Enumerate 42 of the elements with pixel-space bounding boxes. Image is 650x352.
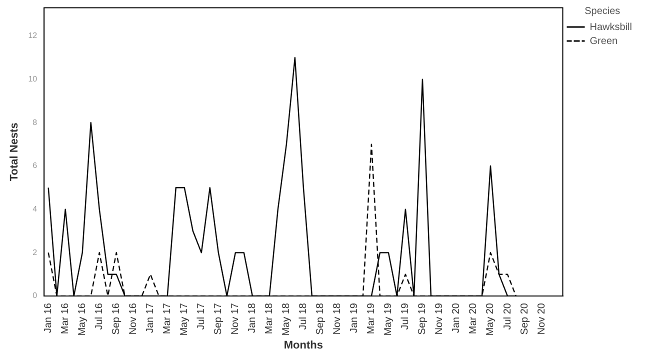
x-tick-label: May 17: [179, 302, 190, 336]
x-tick-label: Jan 16: [43, 302, 54, 334]
x-tick-label: Nov 19: [434, 302, 446, 335]
y-tick-label: 8: [32, 118, 38, 127]
legend-label: Hawksbill: [590, 22, 632, 33]
x-tick-label: May 16: [77, 302, 88, 336]
x-tick-label: Nov 18: [332, 302, 344, 335]
x-tick-label: May 18: [281, 302, 292, 336]
x-tick-label: May 20: [485, 302, 496, 336]
x-tick-label: Jul 20: [502, 302, 514, 330]
x-tick-label: Nov 20: [536, 302, 548, 335]
x-tick-label: Sep 20: [519, 302, 530, 335]
x-tick-label: Jul 16: [94, 302, 106, 330]
x-tick-label: Mar 19: [366, 302, 378, 334]
x-tick-label: Mar 20: [468, 302, 480, 334]
x-tick-label: Nov 16: [128, 302, 140, 335]
x-tick-label: Mar 16: [60, 302, 72, 334]
x-tick-label: Mar 17: [162, 302, 174, 334]
x-tick-label: Sep 16: [111, 302, 122, 335]
x-tick-label: Jan 17: [145, 302, 156, 334]
x-tick-label: Jul 18: [298, 302, 310, 330]
y-tick-label: 2: [32, 248, 38, 257]
x-tick-label: Nov 17: [230, 302, 242, 335]
x-tick-label: Jan 19: [349, 302, 360, 334]
y-tick-label: 10: [28, 74, 38, 84]
legend-title: Species: [584, 6, 620, 17]
x-tick-label: Jul 17: [196, 302, 208, 330]
y-tick-label: 0: [32, 291, 38, 300]
x-axis-title: Months: [284, 339, 323, 352]
x-tick-label: Jan 18: [247, 302, 258, 334]
x-tick-label: Sep 17: [213, 302, 224, 335]
y-axis-title: Total Nests: [8, 122, 21, 182]
y-tick-label: 12: [28, 31, 38, 40]
x-tick-label: Mar 18: [264, 302, 276, 334]
legend-label: Green: [590, 36, 618, 47]
x-tick-label: Sep 19: [417, 302, 428, 335]
y-tick-label: 6: [32, 161, 38, 170]
x-tick-label: Jan 20: [451, 302, 462, 334]
x-tick-label: Jul 19: [400, 302, 412, 330]
x-tick-label: Sep 18: [315, 302, 326, 335]
x-tick-label: May 19: [383, 302, 394, 336]
y-tick-label: 4: [32, 204, 38, 214]
